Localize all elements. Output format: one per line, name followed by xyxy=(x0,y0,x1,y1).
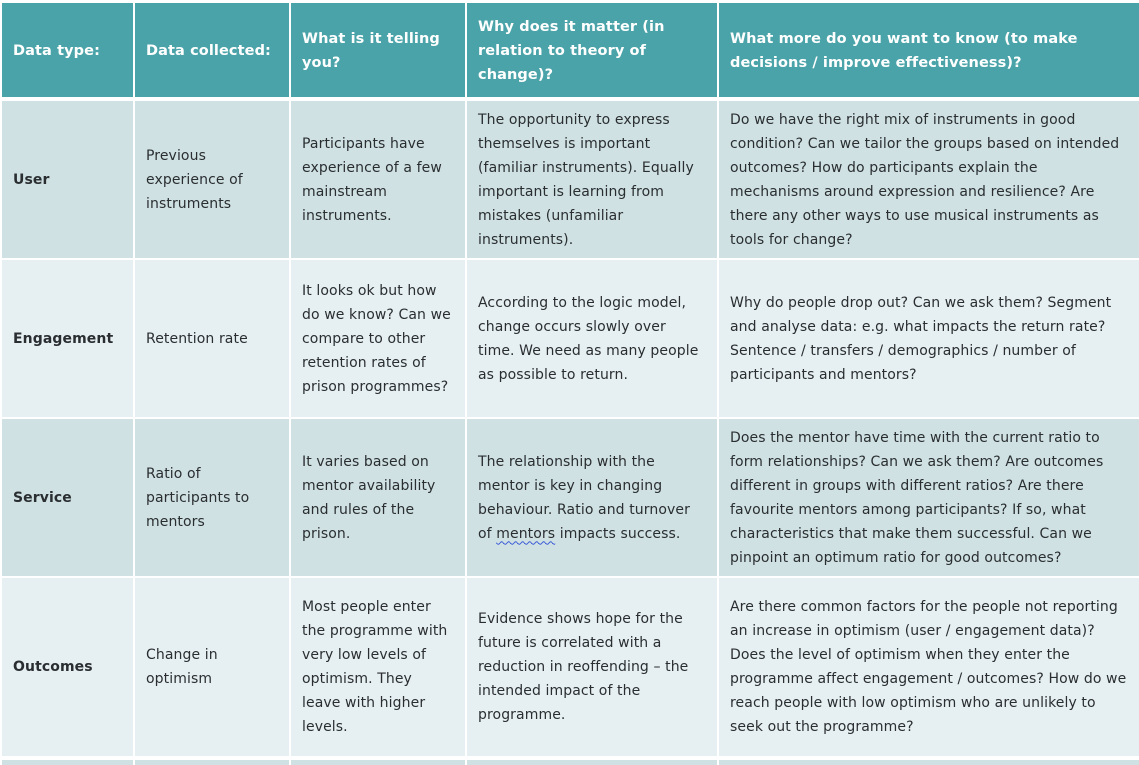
row-outcomes-matter: Evidence shows hope for the future is co… xyxy=(467,578,717,756)
strip-cell xyxy=(2,760,133,765)
header-divider xyxy=(2,97,1139,101)
row-engagement-collected: Retention rate xyxy=(135,260,289,417)
header-data-collected: Data collected: xyxy=(135,3,289,99)
row-engagement-more: Why do people drop out? Can we ask them?… xyxy=(719,260,1139,417)
row-engagement-matter: According to the logic model, change occ… xyxy=(467,260,717,417)
header-data-type: Data type: xyxy=(2,3,133,99)
row-user-telling: Participants have experience of a few ma… xyxy=(291,101,465,258)
strip-cell xyxy=(291,760,465,765)
strip-cell xyxy=(467,760,717,765)
row-engagement-telling: It looks ok but how do we know? Can we c… xyxy=(291,260,465,417)
row-user-collected: Previous experience of instruments xyxy=(135,101,289,258)
row-service-matter: The relationship with the mentor is key … xyxy=(467,419,717,576)
spellcheck-underline-word: mentors xyxy=(496,525,556,542)
row-user-matter: The opportunity to express themselves is… xyxy=(467,101,717,258)
row-outcomes-collected: Change in optimism xyxy=(135,578,289,756)
strip-cell xyxy=(719,760,1139,765)
header-what-telling: What is it telling you? xyxy=(291,3,465,99)
next-row-strip xyxy=(2,760,1139,765)
row-service-telling: It varies based on mentor availability a… xyxy=(291,419,465,576)
row-outcomes-type: Outcomes xyxy=(2,578,133,756)
service-matter-text-b: impacts success. xyxy=(555,525,681,542)
row-user-type: User xyxy=(2,101,133,258)
row-service-collected: Ratio of participants to mentors xyxy=(135,419,289,576)
row-user-more: Do we have the right mix of instruments … xyxy=(719,101,1139,258)
row-service-type: Service xyxy=(2,419,133,576)
row-engagement-type: Engagement xyxy=(2,260,133,417)
service-matter-text-a: The relationship with the mentor is key … xyxy=(478,453,690,542)
header-why-matter: Why does it matter (in relation to theor… xyxy=(467,3,717,99)
data-table: Data type: Data collected: What is it te… xyxy=(2,3,1139,756)
row-outcomes-telling: Most people enter the programme with ver… xyxy=(291,578,465,756)
row-outcomes-more: Are there common factors for the people … xyxy=(719,578,1139,756)
header-what-more: What more do you want to know (to make d… xyxy=(719,3,1139,99)
strip-cell xyxy=(135,760,289,765)
row-service-more: Does the mentor have time with the curre… xyxy=(719,419,1139,576)
